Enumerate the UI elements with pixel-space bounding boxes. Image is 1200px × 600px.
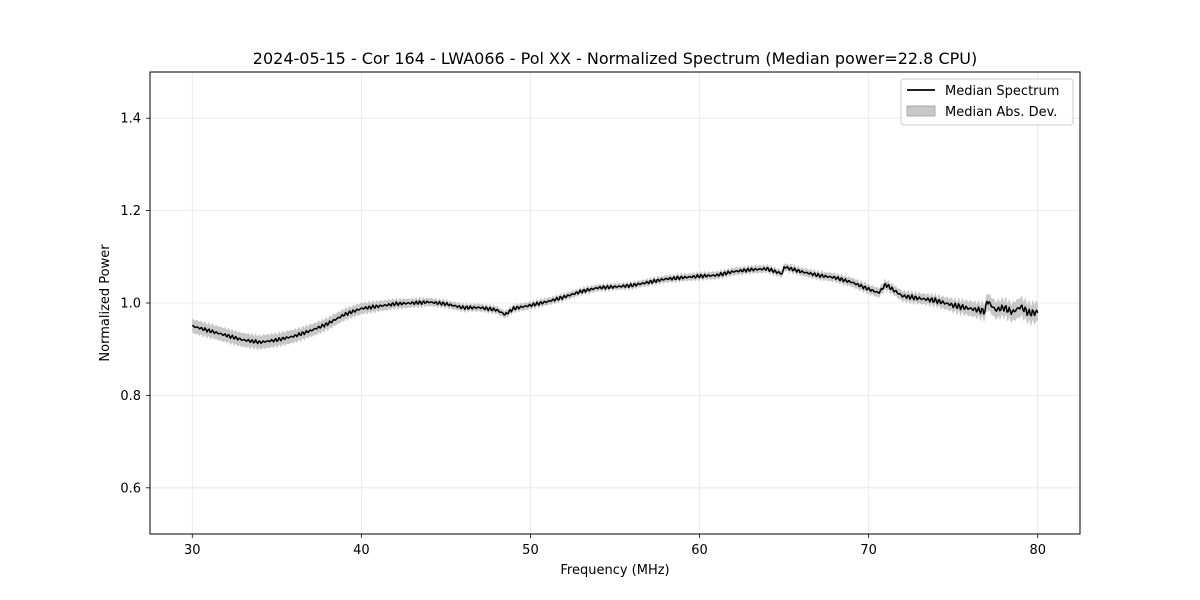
band-layer xyxy=(192,262,1038,351)
legend-label-median-spectrum: Median Spectrum xyxy=(945,84,1059,99)
y-tick-label: 1.4 xyxy=(120,112,141,127)
mad-band xyxy=(192,262,1038,351)
y-axis-ticks: 0.6 0.8 1.0 1.2 1.4 xyxy=(120,112,150,496)
y-axis-label: Normalized Power xyxy=(98,244,113,362)
line-layer xyxy=(192,265,1039,345)
x-axis-label: Frequency (MHz) xyxy=(560,563,669,578)
y-tick-label: 0.8 xyxy=(120,389,141,404)
legend-patch-swatch xyxy=(906,105,936,117)
x-tick-label: 30 xyxy=(184,543,201,558)
x-tick-label: 60 xyxy=(691,543,708,558)
median-spectrum-line xyxy=(192,265,1039,345)
legend: Median Spectrum Median Abs. Dev. xyxy=(900,78,1074,126)
x-axis-ticks: 30 40 50 60 70 80 xyxy=(184,534,1046,558)
x-tick-label: 80 xyxy=(1029,543,1046,558)
legend-box xyxy=(900,78,1074,126)
x-tick-label: 40 xyxy=(353,543,370,558)
legend-label-median-abs-dev: Median Abs. Dev. xyxy=(945,105,1057,120)
x-tick-label: 70 xyxy=(860,543,877,558)
y-tick-label: 1.2 xyxy=(120,204,141,219)
y-tick-label: 0.6 xyxy=(120,481,141,496)
y-tick-label: 1.0 xyxy=(120,297,141,312)
chart-title: 2024-05-15 - Cor 164 - LWA066 - Pol XX -… xyxy=(253,49,977,68)
x-tick-label: 50 xyxy=(522,543,539,558)
